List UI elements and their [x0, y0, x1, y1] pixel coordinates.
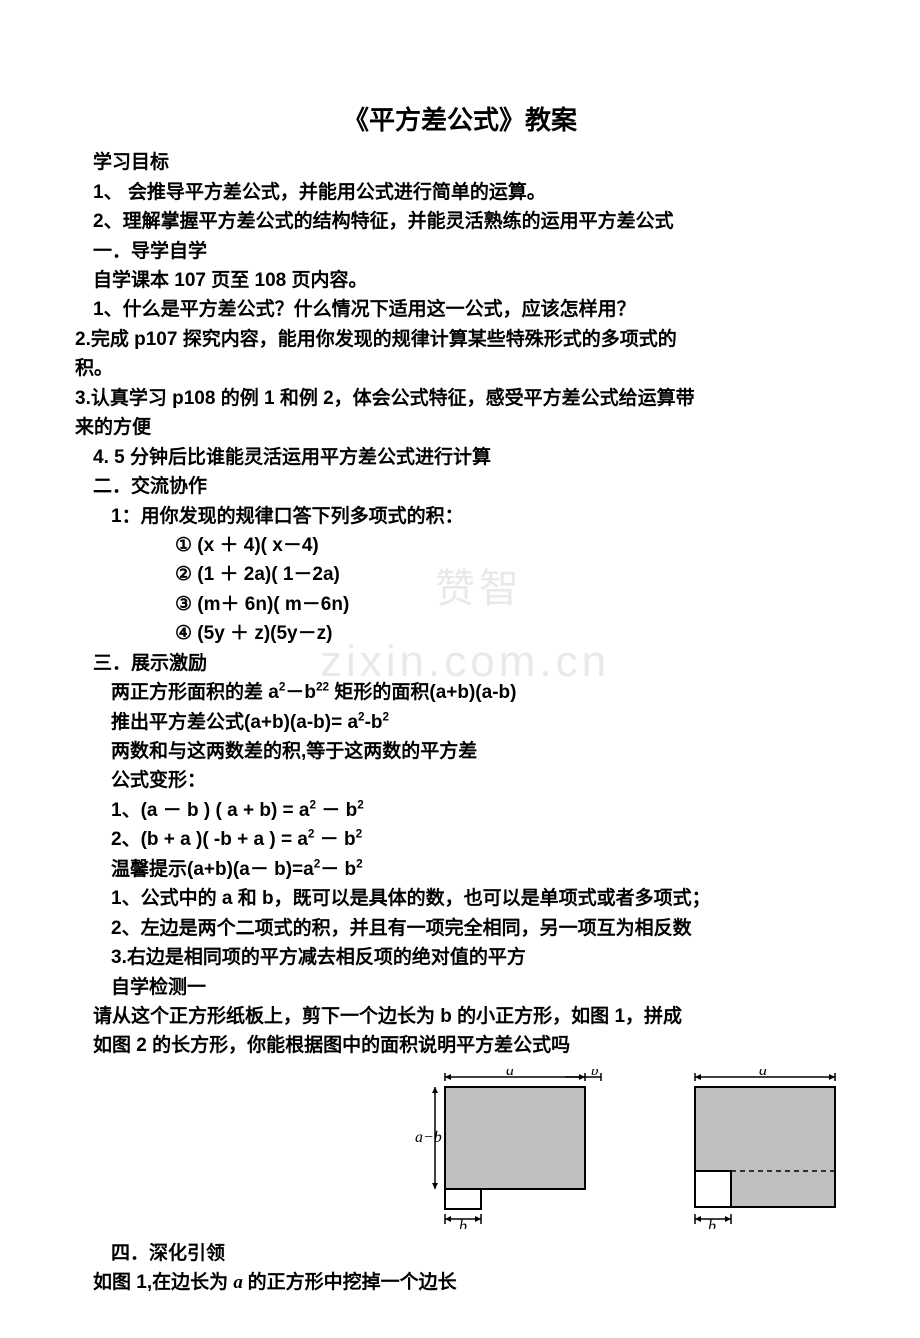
- list-item: ④ (5y ＋ z)(5y－z): [75, 619, 845, 648]
- text-fragment: 如图 1,在边长为: [93, 1272, 233, 1293]
- body-text: 1、什么是平方差公式？什么情况下适用这一公式，应该怎样用？: [75, 295, 845, 324]
- body-text: 2、(b + a )( -b + a ) = a2 － b2: [75, 825, 845, 854]
- body-text: 1、(a － b ) ( a + b) = a2 － b2: [75, 796, 845, 825]
- figure-1: a a−b b b: [415, 1069, 615, 1229]
- page-title: 《平方差公式》教案: [75, 100, 845, 140]
- section-3-heading: 三．展示激励: [75, 649, 845, 678]
- text-fragment: 温馨提示(a+b)(a－ b)=a: [111, 859, 314, 880]
- text-fragment: 矩形的面积(a+b)(a-b): [329, 682, 516, 703]
- text-fragment: － b: [320, 859, 356, 880]
- section-goal-label: 学习目标: [75, 148, 845, 177]
- list-item: ① (x ＋ 4)( x－4): [75, 531, 845, 560]
- body-text: 如图 2 的长方形，你能根据图中的面积说明平方差公式吗: [75, 1031, 845, 1060]
- body-text: 请从这个正方形纸板上，剪下一个边长为 b 的小正方形，如图 1，拼成: [75, 1002, 845, 1031]
- fig-label-amb: a−b: [415, 1129, 442, 1146]
- body-text: 如图 1,在边长为 a 的正方形中挖掉一个边长: [75, 1268, 845, 1297]
- body-text: 3.认真学习 p108 的例 1 和例 2，体会公式特征，感受平方差公式给运算带: [75, 384, 845, 413]
- fig-label-b2: b: [591, 1069, 599, 1079]
- figure-row: a a−b b b: [75, 1069, 845, 1229]
- fig-label-a: a: [506, 1069, 514, 1079]
- goal-item: 1、 会推导平方差公式，并能用公式进行简单的运算。: [75, 178, 845, 207]
- body-text: 1、公式中的 a 和 b，既可以是具体的数，也可以是单项式或者多项式；: [75, 884, 845, 913]
- body-text: 自学课本 107 页至 108 页内容。: [75, 266, 845, 295]
- list-item: ② (1 ＋ 2a)( 1－2a): [75, 560, 845, 589]
- body-text: 来的方便: [75, 413, 845, 442]
- fig2-label-a: a: [759, 1069, 767, 1079]
- body-text: 积。: [75, 354, 845, 383]
- body-text: 温馨提示(a+b)(a－ b)=a2－ b2: [75, 855, 845, 884]
- body-text: 两数和与这两数差的积,等于这两数的平方差: [75, 737, 845, 766]
- text-fragment: 的正方形中挖掉一个边长: [248, 1272, 457, 1293]
- body-text: 3.右边是相同项的平方减去相反项的绝对值的平方: [75, 943, 845, 972]
- body-text: 推出平方差公式(a+b)(a-b)= a2-b2: [75, 708, 845, 737]
- text-fragment: 推出平方差公式(a+b)(a-b)= a: [111, 712, 358, 733]
- text-fragment: 两正方形面积的差 a: [111, 682, 279, 703]
- figure-2: a b: [675, 1069, 845, 1229]
- section-1-heading: 一．导学自学: [75, 237, 845, 266]
- text-fragment: － b: [314, 829, 355, 850]
- text-fragment: -b: [365, 712, 383, 733]
- body-text: 4. 5 分钟后比谁能灵活运用平方差公式进行计算: [75, 443, 845, 472]
- text-fragment: － b: [316, 800, 357, 821]
- fig-label-b: b: [459, 1218, 467, 1229]
- goal-item: 2、理解掌握平方差公式的结构特征，并能灵活熟练的运用平方差公式: [75, 207, 845, 236]
- body-text: 1：用你发现的规律口答下列多项式的积：: [75, 502, 845, 531]
- fig2-label-b: b: [708, 1218, 716, 1229]
- text-fragment: 2、(b + a )( -b + a ) = a: [111, 829, 308, 850]
- text-fragment: 1、(a － b ) ( a + b) = a: [111, 800, 310, 821]
- body-text: 两正方形面积的差 a2－b22 矩形的面积(a+b)(a-b): [75, 678, 845, 707]
- body-text: 2、左边是两个二项式的积，并且有一项完全相同，另一项互为相反数: [75, 914, 845, 943]
- body-text: 2.完成 p107 探究内容，能用你发现的规律计算某些特殊形式的多项式的: [75, 325, 845, 354]
- text-fragment-italic: a: [233, 1272, 247, 1293]
- list-item: ③ (m＋ 6n)( m－6n): [75, 590, 845, 619]
- section-2-heading: 二．交流协作: [75, 472, 845, 501]
- text-fragment: －b: [285, 682, 316, 703]
- body-text: 自学检测一: [75, 973, 845, 1002]
- body-text: 公式变形：: [75, 766, 845, 795]
- section-4-heading: 四．深化引领: [75, 1239, 845, 1268]
